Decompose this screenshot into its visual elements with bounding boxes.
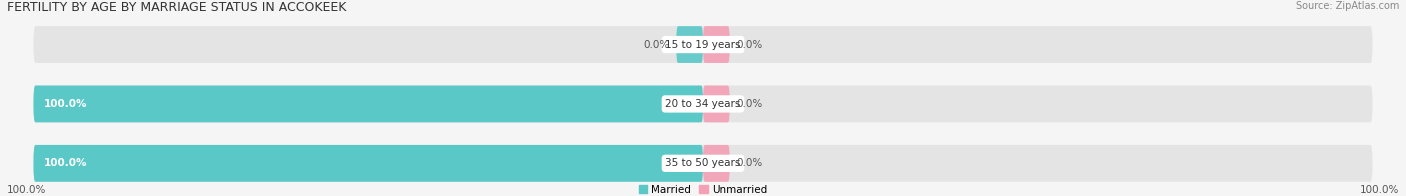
FancyBboxPatch shape <box>703 145 730 182</box>
Text: 20 to 34 years: 20 to 34 years <box>665 99 741 109</box>
Text: 35 to 50 years: 35 to 50 years <box>665 158 741 168</box>
Text: 100.0%: 100.0% <box>7 185 46 195</box>
Text: 0.0%: 0.0% <box>737 158 762 168</box>
Text: 100.0%: 100.0% <box>44 99 87 109</box>
Text: 0.0%: 0.0% <box>644 40 669 50</box>
Legend: Married, Unmarried: Married, Unmarried <box>638 185 768 195</box>
FancyBboxPatch shape <box>676 26 703 63</box>
FancyBboxPatch shape <box>34 145 1372 182</box>
FancyBboxPatch shape <box>34 145 703 182</box>
Text: 100.0%: 100.0% <box>44 158 87 168</box>
Text: Source: ZipAtlas.com: Source: ZipAtlas.com <box>1296 1 1399 11</box>
FancyBboxPatch shape <box>703 85 730 122</box>
Text: 15 to 19 years: 15 to 19 years <box>665 40 741 50</box>
FancyBboxPatch shape <box>34 85 703 122</box>
Text: 0.0%: 0.0% <box>737 99 762 109</box>
FancyBboxPatch shape <box>34 26 1372 63</box>
Text: 0.0%: 0.0% <box>737 40 762 50</box>
Text: FERTILITY BY AGE BY MARRIAGE STATUS IN ACCOKEEK: FERTILITY BY AGE BY MARRIAGE STATUS IN A… <box>7 1 346 14</box>
Text: 100.0%: 100.0% <box>1360 185 1399 195</box>
FancyBboxPatch shape <box>34 85 1372 122</box>
FancyBboxPatch shape <box>703 26 730 63</box>
